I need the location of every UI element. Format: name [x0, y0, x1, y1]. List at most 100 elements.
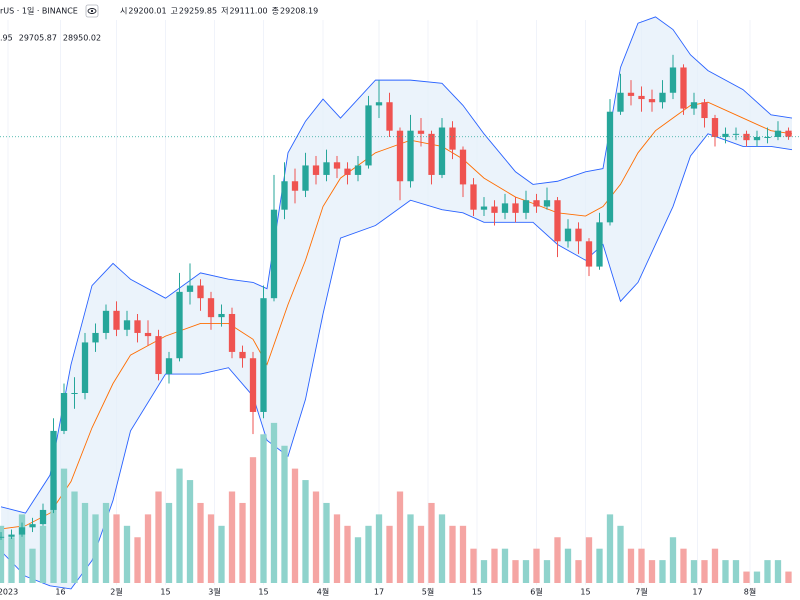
bb-value: 28950.02 [63, 34, 101, 43]
ohlc-value: 29208.19 [280, 7, 318, 16]
candle-body [585, 241, 593, 267]
candle-body [470, 184, 477, 210]
candle-body [8, 534, 15, 537]
volume-bar [302, 480, 309, 583]
candle-body [176, 291, 183, 359]
candle-body [428, 133, 435, 175]
candle-body [701, 102, 708, 119]
upper-band [0, 16, 793, 514]
volume-bar [459, 525, 467, 583]
candle-body [71, 392, 78, 394]
candle-body [186, 285, 194, 292]
volume-bar [144, 514, 152, 583]
volume-bar [491, 548, 498, 583]
candle-body [522, 200, 530, 213]
band-fill [1, 16, 792, 589]
candle-body [291, 181, 299, 191]
candle-body [407, 130, 414, 182]
volume-bar [396, 491, 404, 583]
ohlc-name: 시 [120, 7, 127, 16]
volume-bar [39, 525, 47, 583]
x-tick-label: 8월 [744, 587, 756, 597]
candle-body [575, 228, 582, 242]
volume-bar [659, 560, 666, 583]
bb-value: 29705.87 [19, 34, 57, 43]
volume-bar [312, 491, 320, 583]
candle-body [417, 130, 425, 134]
x-tick-label: 15 [160, 588, 170, 597]
volume-bar [743, 571, 750, 583]
volume-bar [113, 514, 120, 583]
candle-body [606, 111, 614, 223]
volume-bar [533, 548, 540, 583]
volume-bar [627, 548, 635, 583]
candle-body [732, 133, 740, 135]
x-tick-label: 7월 [635, 587, 647, 597]
candle-body [81, 342, 89, 393]
x-tick-label: 2월 [110, 587, 122, 597]
volume-bar [218, 525, 225, 583]
volume-bar [732, 560, 740, 583]
candle-body [354, 165, 362, 175]
volume-bar [543, 560, 551, 583]
x-tick-label: 17 [374, 588, 384, 597]
candle-body [680, 67, 687, 109]
candle-body [333, 162, 341, 169]
candle-body [50, 430, 57, 510]
candle-body [197, 285, 204, 299]
candle-body [260, 298, 267, 412]
legend-header: rUS · 1일 · BINANCE 시 29200.01 고 29259.85 저 29… [0, 4, 318, 43]
candle-body [344, 168, 351, 175]
volume-bar [753, 571, 761, 583]
volume-bar [333, 514, 341, 583]
candle-body [764, 137, 771, 139]
candle-body [533, 200, 540, 207]
candle-body [155, 336, 162, 375]
lower-band [0, 133, 793, 590]
candle-body [638, 95, 645, 100]
volume-bar [270, 422, 278, 583]
volume-bar [197, 502, 204, 583]
candle-body [312, 165, 320, 175]
candle-body [449, 127, 456, 150]
candle-body [39, 509, 47, 525]
candle-body [92, 332, 99, 343]
volume-bar [239, 502, 246, 583]
ohlc-value: 29259.85 [179, 7, 217, 16]
volume-bar [774, 560, 782, 583]
volume-bar [365, 525, 372, 583]
volume-bar [711, 548, 719, 583]
candle-body [711, 118, 719, 138]
volume-bar [701, 560, 708, 583]
x-tick-label: 15 [258, 588, 268, 597]
candle-body [365, 105, 372, 166]
candle-body [722, 133, 729, 138]
volume-bar [596, 548, 603, 583]
x-tick-label: 2023 [0, 588, 18, 597]
volume [0, 422, 792, 583]
volume-bar [71, 491, 78, 583]
volume-bar [449, 525, 456, 583]
volume-bar [575, 560, 582, 583]
volume-bar [638, 548, 645, 583]
candle-body [617, 92, 624, 112]
volume-bar [785, 571, 792, 583]
volume-bar [564, 548, 572, 583]
eye-icon[interactable] [85, 4, 99, 18]
volume-bar [29, 548, 36, 583]
x-tick-label: 15 [580, 588, 590, 597]
volume-bar [354, 537, 362, 583]
volume-bar [480, 560, 488, 583]
candle-body [438, 127, 446, 175]
volume-bar [386, 525, 393, 583]
ohlc-name: 저 [221, 7, 228, 16]
volume-bar [249, 457, 257, 583]
candle-body [134, 320, 141, 333]
volume-bar [134, 537, 141, 583]
volume-bar [606, 514, 614, 583]
candle-body [512, 203, 519, 213]
volume-bar [260, 434, 267, 583]
bb-value: .95 [0, 34, 13, 43]
volume-bar [123, 525, 131, 583]
